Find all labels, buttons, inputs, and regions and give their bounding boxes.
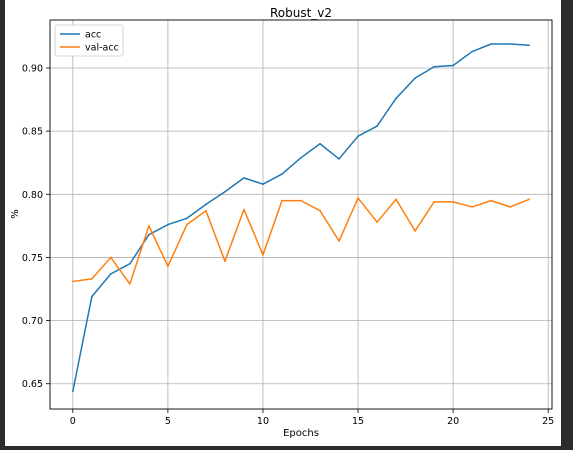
plot-frame xyxy=(49,19,553,410)
chart-title: Robust_v2 xyxy=(270,6,332,20)
legend-box xyxy=(54,24,124,57)
data-point-val-acc xyxy=(490,199,492,202)
data-point-val-acc xyxy=(110,256,112,259)
data-point-val-acc xyxy=(376,221,378,223)
data-point-val-acc xyxy=(148,225,150,227)
data-point-acc xyxy=(300,156,302,159)
data-point-acc xyxy=(281,173,283,175)
data-point-val-acc xyxy=(281,199,283,202)
data-point-acc xyxy=(262,183,264,185)
series-lines xyxy=(72,43,530,393)
data-point-acc xyxy=(433,65,435,68)
data-point-val-acc xyxy=(452,201,454,203)
legend-label-val-acc: val-acc xyxy=(85,43,119,54)
data-point-val-acc xyxy=(395,198,397,201)
data-point-acc xyxy=(186,217,188,220)
data-point-acc xyxy=(395,97,397,100)
y-axis-label: % xyxy=(10,209,21,219)
data-point-val-acc xyxy=(129,283,131,285)
x-tick-label: 10 xyxy=(257,416,269,427)
data-point-val-acc xyxy=(205,209,207,212)
data-point-acc xyxy=(148,233,150,236)
data-point-acc xyxy=(338,158,340,160)
data-point-val-acc xyxy=(91,278,93,280)
y-tick-label: 0.70 xyxy=(22,316,43,327)
legend: acc val-acc xyxy=(54,24,124,57)
data-point-acc xyxy=(167,223,169,226)
data-point-acc xyxy=(357,135,359,137)
data-point-val-acc xyxy=(338,240,340,242)
y-tick-label: 0.80 xyxy=(22,190,43,201)
data-point-acc xyxy=(452,64,454,67)
data-point-val-acc xyxy=(243,208,245,211)
data-point-acc xyxy=(224,190,226,193)
data-point-val-acc xyxy=(186,223,188,226)
data-point-val-acc xyxy=(357,197,359,199)
x-tick-label: 0 xyxy=(70,416,76,427)
data-point-val-acc xyxy=(300,199,302,202)
chart-figure: Robust_v2 0 5 10 15 20 25 0.65 0.70 0.75 0.80 0.8… xyxy=(5,0,561,446)
data-point-acc xyxy=(528,44,530,47)
data-point-val-acc xyxy=(509,206,511,208)
data-point-acc xyxy=(471,50,473,53)
data-point-acc xyxy=(319,142,321,145)
data-point-val-acc xyxy=(224,260,226,263)
data-point-val-acc xyxy=(319,209,321,212)
y-tick-label: 0.65 xyxy=(22,379,43,390)
data-point-val-acc xyxy=(471,206,473,208)
data-point-acc xyxy=(243,177,245,179)
y-axis-ticks: 0.65 0.70 0.75 0.80 0.85 0.90 xyxy=(22,63,50,390)
data-point-acc xyxy=(91,295,93,298)
y-tick-label: 0.90 xyxy=(22,63,43,74)
y-tick-label: 0.75 xyxy=(22,253,43,264)
grid-lines xyxy=(50,20,552,409)
series-line-val-acc xyxy=(72,197,530,285)
data-point-val-acc xyxy=(167,265,169,268)
data-point-acc xyxy=(376,125,378,127)
data-point-val-acc xyxy=(72,280,74,283)
x-axis-ticks: 0 5 10 15 20 25 xyxy=(70,409,554,427)
x-axis-label: Epochs xyxy=(283,428,319,439)
data-point-acc xyxy=(110,273,112,275)
x-tick-label: 5 xyxy=(165,416,171,427)
y-tick-label: 0.85 xyxy=(22,127,43,138)
data-point-val-acc xyxy=(414,230,416,232)
x-tick-label: 20 xyxy=(447,416,459,427)
line-chart: Robust_v2 0 5 10 15 20 25 0.65 0.70 0.75 0.80 0.8… xyxy=(10,6,554,439)
x-tick-label: 25 xyxy=(542,416,554,427)
data-point-acc xyxy=(205,203,207,206)
x-tick-label: 15 xyxy=(352,416,364,427)
data-point-val-acc xyxy=(528,198,530,201)
data-point-val-acc xyxy=(433,201,435,203)
data-point-val-acc xyxy=(262,254,264,256)
data-point-acc xyxy=(72,390,74,393)
data-point-acc xyxy=(129,262,131,265)
legend-label-acc: acc xyxy=(85,30,101,41)
series-line-acc xyxy=(72,43,530,392)
data-point-acc xyxy=(490,43,492,45)
data-point-acc xyxy=(414,77,416,79)
data-point-acc xyxy=(509,43,511,45)
